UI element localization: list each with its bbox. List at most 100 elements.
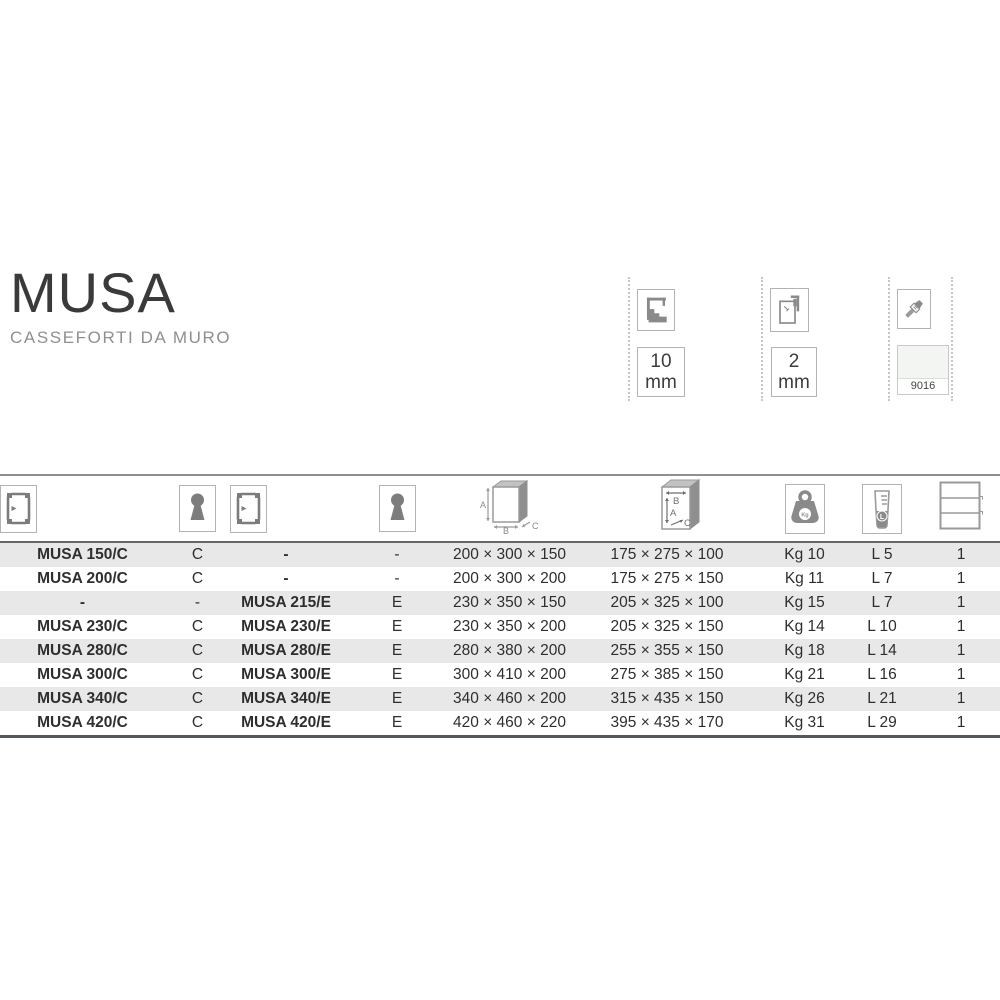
caliper-door-thickness-icon xyxy=(637,289,675,331)
svg-text:A: A xyxy=(480,500,486,510)
page-title: MUSA xyxy=(10,261,176,324)
safe-door-icon xyxy=(0,484,37,533)
cell-weight: Kg 11 xyxy=(784,570,825,587)
cell-weight: Kg 10 xyxy=(784,546,825,563)
cell-shelves: 1 xyxy=(956,618,966,635)
ral-colour-swatch xyxy=(898,346,948,379)
svg-text:C: C xyxy=(532,521,539,531)
cell-model-c: MUSA 340/C xyxy=(37,690,128,707)
table-row: MUSA 150/C C - - 200 × 300 × 150 175 × 275 × … xyxy=(0,542,1000,567)
cell-model-c: MUSA 200/C xyxy=(37,570,128,587)
cell-shelves: 1 xyxy=(956,642,966,659)
cell-model-e: - xyxy=(283,546,289,563)
door-thickness-unit: mm xyxy=(645,372,677,393)
cell-model-c: - xyxy=(79,594,86,611)
ral-colour-code: 9016 xyxy=(910,380,936,392)
cell-model-e: MUSA 300/E xyxy=(241,666,331,683)
cell-external-dimensions: 200 × 300 × 200 xyxy=(453,570,566,587)
body-thickness-unit: mm xyxy=(778,372,810,393)
cell-model-c: MUSA 230/C xyxy=(37,618,128,635)
table-row: MUSA 340/C C MUSA 340/E E 340 × 460 × 200 315… xyxy=(0,687,1000,711)
page-subtitle: CASSEFORTI DA MURO xyxy=(10,327,232,347)
cell-lock-e: E xyxy=(391,690,403,707)
cell-lock-e: - xyxy=(394,570,400,587)
cell-model-e: MUSA 420/E xyxy=(241,714,331,731)
cell-internal-dimensions: 205 × 325 × 150 xyxy=(610,618,724,635)
col-header-lock-c xyxy=(165,475,230,543)
cell-model-c: MUSA 280/C xyxy=(37,642,128,659)
col-header-internal-dims: B A C xyxy=(567,475,767,543)
cell-weight: Kg 14 xyxy=(784,618,825,635)
cell-external-dimensions: 300 × 410 × 200 xyxy=(453,666,566,683)
cell-lock-e: - xyxy=(394,546,400,563)
table-row: MUSA 230/C C MUSA 230/E E 230 × 350 × 200 205… xyxy=(0,615,1000,639)
svg-text:C: C xyxy=(684,518,691,529)
cell-model-e: MUSA 215/E xyxy=(241,594,331,611)
cell-shelves: 1 xyxy=(956,570,966,587)
svg-text:L: L xyxy=(880,514,885,521)
cell-model-e: MUSA 230/E xyxy=(241,618,331,635)
cell-internal-dimensions: 205 × 325 × 100 xyxy=(610,594,724,611)
cell-lock-c: C xyxy=(191,714,204,731)
cell-external-dimensions: 200 × 300 × 150 xyxy=(453,546,566,563)
cell-internal-dimensions: 395 × 435 × 170 xyxy=(610,714,724,731)
keyhole-icon xyxy=(378,485,416,532)
cell-model-c: MUSA 420/C xyxy=(37,714,128,731)
cell-lock-e: E xyxy=(391,666,403,683)
caliper-body-thickness-icon xyxy=(770,288,809,332)
col-header-lock-e xyxy=(342,475,452,543)
internal-dimensions-icon: B A C xyxy=(660,478,701,531)
cell-weight: Kg 31 xyxy=(784,714,825,731)
col-header-model-e xyxy=(230,475,342,543)
col-header-model-c xyxy=(0,475,165,543)
dotted-separator xyxy=(888,277,890,401)
cell-model-e: MUSA 340/E xyxy=(241,690,331,707)
dotted-separator xyxy=(951,277,953,401)
cell-external-dimensions: 280 × 380 × 200 xyxy=(453,642,566,659)
cell-model-c: MUSA 300/C xyxy=(37,666,128,683)
table-row: MUSA 280/C C MUSA 280/E E 280 × 380 × 200 255… xyxy=(0,639,1000,663)
table-row: MUSA 420/C C MUSA 420/E E 420 × 460 × 220 395… xyxy=(0,711,1000,737)
cell-weight: Kg 26 xyxy=(784,690,825,707)
col-header-shelves xyxy=(922,475,1000,543)
cell-capacity: L 10 xyxy=(867,618,897,635)
cell-model-e: MUSA 280/E xyxy=(241,642,331,659)
dotted-separator xyxy=(628,277,630,401)
cell-shelves: 1 xyxy=(956,714,966,731)
cell-capacity: L 16 xyxy=(867,666,897,683)
capacity-litres-icon: L xyxy=(862,483,902,534)
body-thickness-badge: 2 mm xyxy=(771,347,817,397)
cell-lock-e: E xyxy=(391,642,403,659)
cell-external-dimensions: 230 × 350 × 150 xyxy=(453,594,566,611)
paintbrush-icon xyxy=(897,289,931,329)
ral-colour-badge: 9016 xyxy=(897,345,949,395)
cell-lock-c: C xyxy=(191,642,204,659)
external-dimensions-icon: A B C xyxy=(480,480,539,536)
cell-capacity: L 7 xyxy=(871,570,893,587)
cell-capacity: L 21 xyxy=(867,690,897,707)
cell-internal-dimensions: 175 × 275 × 150 xyxy=(610,570,724,587)
table-row: MUSA 200/C C - - 200 × 300 × 200 175 × 275 × … xyxy=(0,567,1000,591)
dotted-separator xyxy=(761,277,763,401)
cell-lock-c: C xyxy=(191,690,204,707)
table-row: MUSA 300/C C MUSA 300/E E 300 × 410 × 200 275… xyxy=(0,663,1000,687)
shelves-icon xyxy=(939,481,983,530)
door-thickness-value: 10 xyxy=(650,351,672,372)
cell-capacity: L 14 xyxy=(867,642,897,659)
cell-model-e: - xyxy=(283,570,289,587)
cell-internal-dimensions: 175 × 275 × 100 xyxy=(610,546,724,563)
svg-text:B: B xyxy=(503,526,509,534)
cell-lock-c: C xyxy=(191,546,204,563)
col-header-external-dims: A B C xyxy=(452,475,567,543)
cell-lock-c: C xyxy=(191,618,204,635)
col-header-capacity: L xyxy=(842,475,922,543)
svg-text:Kg: Kg xyxy=(801,512,808,518)
cell-lock-c: C xyxy=(191,666,204,683)
svg-text:A: A xyxy=(670,508,677,519)
cell-internal-dimensions: 275 × 385 × 150 xyxy=(610,666,724,683)
cell-shelves: 1 xyxy=(956,690,966,707)
weight-kg-icon: Kg xyxy=(784,483,825,534)
cell-model-c: MUSA 150/C xyxy=(37,546,128,563)
table-header-row: A B C xyxy=(0,475,1000,543)
cell-weight: Kg 18 xyxy=(784,642,825,659)
